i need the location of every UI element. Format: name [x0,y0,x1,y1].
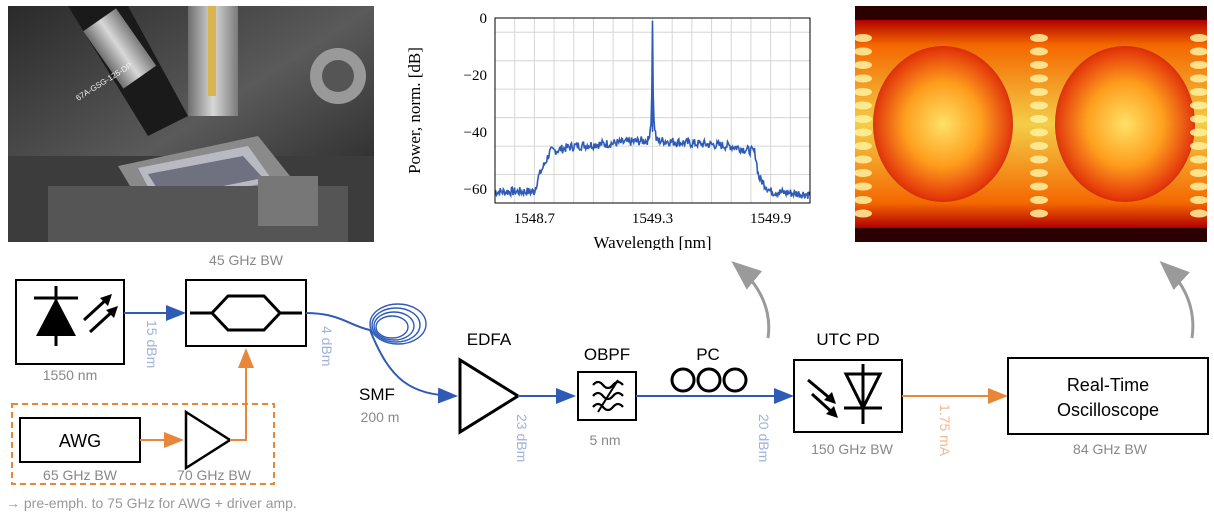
eye-crossing-dot [1190,115,1207,123]
fiber-modulator-to-edfa [305,312,458,404]
smf-length: 200 m [361,409,400,425]
eye-crossing-dot [1190,182,1207,191]
eye-crossing-dot [1030,88,1048,96]
eye-crossing-dot [855,88,872,96]
scope-bandwidth: 84 GHz BW [1073,441,1148,457]
x-tick-label: 1549.3 [632,211,673,227]
mzm-modulator-block [185,279,307,347]
x-axis-label: Wavelength [nm] [593,233,711,250]
arrow-to-eye [1159,260,1195,339]
obpf-bandwidth: 5 nm [589,432,620,448]
scope-title-line2: Oscilloscope [1057,400,1159,420]
eye-crossing-dot [1190,155,1207,164]
electrical-drive-group [11,403,275,485]
eye-crossing-dot [855,209,872,218]
amp-bandwidth: 70 GHz BW [177,467,252,483]
mzm-icon [190,294,302,332]
setup-photo: 67A-GSG-125-DP [8,6,374,242]
edfa-amplifier-icon [458,357,521,435]
eye-crossing-dot [1030,155,1048,164]
eye-crossing-dot [1030,101,1048,110]
eye-crossing-dot [855,142,872,150]
edfa-label: EDFA [467,330,512,349]
obpf-label: OBPF [584,345,630,364]
smf-label: SMF [359,385,395,404]
y-axis-label: Power, norm. [dB] [405,47,424,174]
chart-frame [494,17,811,204]
optical-spectrum-chart: 1548.7 1549.3 1549.9 0 −20 −40 −60 Wavelength … [405,11,811,250]
obpf-block [577,371,637,421]
eye-crossing-dot [855,169,872,177]
eye-crossing-dot [1190,34,1207,42]
y-tick-label: −60 [464,182,487,198]
y-tick-label: 0 [480,11,488,27]
pd-label: UTC PD [816,330,879,349]
eye-crossing-markers [855,34,1207,218]
eye-crossing-dot [855,196,872,204]
eye-crossing-dot [855,61,872,69]
modulator-bandwidth: 45 GHz BW [209,252,284,268]
oscilloscope-block [1007,357,1209,435]
eye-crossing-dot [1030,61,1048,69]
x-tick-label: 1548.7 [514,211,556,227]
pd-bandwidth: 150 GHz BW [811,441,893,457]
pc-label: PC [696,345,720,364]
eye-crossing-dot [1030,209,1048,218]
eye-crossing-dot [855,155,872,164]
setup-block-diagram: 1550 nm 15 dBm 45 GHz BW 4 dBm SMF 200 m… [6,252,1209,511]
eye-crossing-dot [855,182,872,191]
eye-crossing-dot [1030,169,1048,177]
smf-coil-icon [369,303,427,345]
modulator-output-power: 4 dBm [319,326,335,366]
arrow-to-spectrum [731,261,771,339]
eye-crossing-dot [855,34,872,42]
eye-crossing-dot [1190,142,1207,150]
laser-power-label: 15 dBm [144,320,160,368]
eye-crossing-dot [1030,128,1048,137]
awg-label: AWG [59,431,101,451]
scope-title-line1: Real-Time [1067,375,1149,395]
eye-diagram-image [855,6,1207,242]
eye-crossing-dot [1190,101,1207,110]
eye-crossing-dot [1190,196,1207,204]
photocurrent-label: 1.75 mA [937,404,953,457]
edfa-output-power: 23 dBm [514,414,530,462]
laser-wavelength: 1550 nm [43,367,97,383]
polarization-controller-icon [670,367,748,393]
eye-crossing-dot [855,115,872,123]
eye-crossing-dot [1190,169,1207,177]
y-tick-label: −20 [464,68,487,84]
eye-crossing-dot [1190,209,1207,218]
footnote: → pre-emph. to 75 GHz for AWG + driver a… [6,495,297,511]
eye-crossing-dot [855,47,872,56]
eye-crossing-dot [1030,196,1048,204]
eye-crossing-dot [1030,47,1048,56]
utc-pd-block [793,359,903,433]
eye-crossing-dot [1190,47,1207,56]
eye-crossing-dot [1030,115,1048,123]
eye-crossing-dot [1030,34,1048,42]
eye-crossing-dot [1190,88,1207,96]
eye-crossing-dot [1190,128,1207,137]
x-tick-label: 1549.9 [750,211,791,227]
rf-amp-to-modulator [230,348,254,441]
spectrum-trace [494,20,811,199]
filter-waves-icon [592,380,624,412]
y-tick-label: −40 [464,125,487,141]
eye-crossing-dot [1190,74,1207,83]
awg-bandwidth: 65 GHz BW [43,467,118,483]
chart-ticks: 1548.7 1549.3 1549.9 0 −20 −40 −60 [464,11,792,227]
laser-block [15,279,125,365]
eye-crossing-dot [1030,142,1048,150]
eye-crossing-dot [855,101,872,110]
eye-crossing-dot [1030,182,1048,191]
eye-crossing-dot [1190,61,1207,69]
eye-crossing-dot [855,74,872,83]
eye-crossing-dot [1030,74,1048,83]
pd-input-power: 20 dBm [756,414,772,462]
eye-crossing-dot [855,128,872,137]
driver-amplifier-icon [184,409,233,471]
